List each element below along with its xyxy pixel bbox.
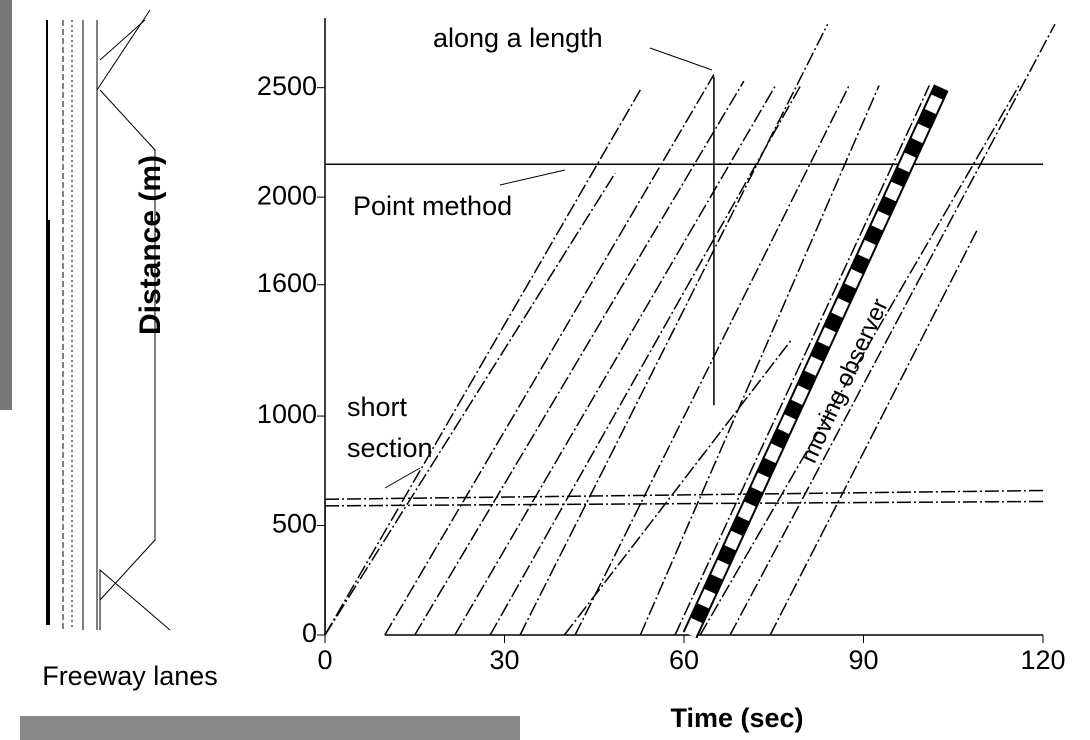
trajectory [414,80,745,636]
x-tick-label: 30 [489,645,519,675]
trajectory [384,74,715,636]
trajectory [769,229,978,636]
caption: Freeway lanes [42,661,218,691]
photo-strip [20,716,520,740]
trajectory [519,23,829,636]
trajectory [325,489,1044,501]
y-tick-label: 1600 [257,268,317,298]
y-tick-label: 2000 [257,180,317,210]
trajectory [674,85,930,636]
trajectory [489,85,802,636]
trajectory [574,85,850,636]
annotation-arrow [649,47,713,71]
freeway-drawing [46,9,171,631]
trajectory [563,338,793,636]
y-tick-label: 0 [302,618,317,648]
x-axis-title: Time (sec) [670,703,803,733]
annotation-arrow [384,467,421,489]
x-tick-label: 0 [317,645,332,675]
x-tick-label: 120 [1020,645,1065,675]
trajectory [729,23,1056,636]
trajectory [325,172,616,636]
trajectory [639,85,880,636]
annotation: along a length [433,23,603,53]
y-tick-label: 500 [272,509,317,539]
trajectory [325,500,1044,507]
trajectory [699,85,1020,636]
observer-fill [684,85,947,638]
annotation: section [347,433,433,463]
trajectory [325,89,641,636]
x-tick-label: 60 [669,645,699,675]
photo-edge [0,0,12,410]
annotation: Point method [353,191,512,221]
trajectory [454,85,777,636]
annotation: short [347,392,408,422]
y-tick-label: 2500 [257,71,317,101]
y-axis-title: Distance (m) [134,155,167,335]
x-tick-label: 90 [848,645,878,675]
y-tick-label: 1000 [257,399,317,429]
annotation-arrow [499,169,566,186]
